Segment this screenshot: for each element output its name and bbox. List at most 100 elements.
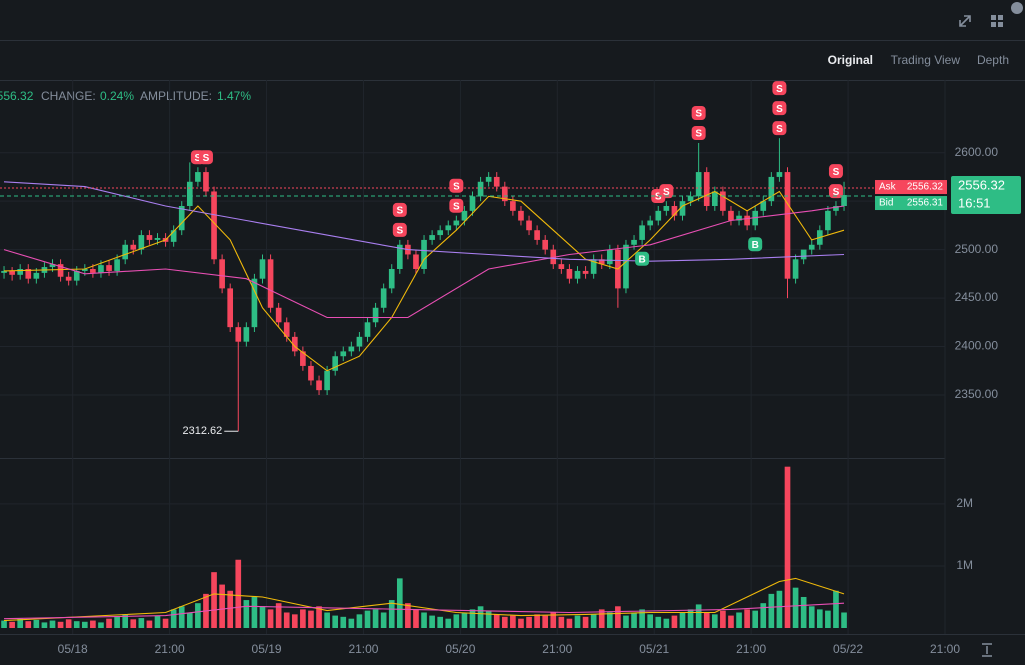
volume-bar [752, 610, 759, 628]
x-tick-label: 21:00 [155, 642, 185, 656]
tab-depth[interactable]: Depth [977, 53, 1009, 67]
trade-marker [635, 251, 650, 266]
volume-bar [744, 609, 750, 628]
volume-bar [195, 603, 201, 628]
x-tick-label: 05/19 [252, 642, 282, 656]
volume-bar [332, 615, 339, 628]
volume-bar [800, 596, 807, 628]
x-tick-label: 21:00 [348, 642, 378, 656]
ma-line [3, 602, 845, 620]
y-tick-label: 2400.00 [955, 339, 999, 353]
trade-marker [772, 121, 787, 136]
trade-marker-label: S [203, 153, 210, 164]
candle-body [582, 270, 589, 274]
y-tick-label: 2350.00 [955, 387, 999, 401]
stat-value: 0.24% [100, 89, 134, 103]
volume-bar [615, 606, 621, 628]
volume-bar [291, 614, 298, 628]
volume-bar [477, 606, 484, 628]
volume-bar [445, 618, 452, 628]
candle-body [90, 269, 96, 273]
tab-trading-view[interactable]: Trading View [891, 53, 961, 67]
candle-body [114, 259, 120, 271]
volume-bar [130, 619, 137, 628]
candle-body [235, 327, 242, 342]
trade-marker [828, 164, 843, 179]
candle-body [598, 259, 605, 265]
volume-bar [453, 614, 460, 628]
tab-original[interactable]: Original [828, 53, 873, 67]
ask-tag-label: Ask [879, 182, 897, 193]
trade-marker-label: S [776, 104, 783, 115]
candle-body [211, 191, 217, 260]
volume-bar [655, 616, 662, 628]
volume-bar [364, 610, 371, 628]
volume-bar [760, 603, 767, 628]
candle-body [744, 215, 750, 226]
price-tag-value: 2556.32 [958, 177, 1005, 192]
candle-body [348, 346, 355, 352]
volume-bar [49, 620, 56, 628]
volume-bar [574, 615, 581, 628]
volume-bar [380, 612, 387, 628]
trade-marker [392, 202, 407, 217]
trade-marker [772, 101, 787, 116]
volume-bar [372, 609, 379, 628]
trade-marker-label: S [663, 187, 670, 198]
candle-body [170, 230, 177, 242]
volume-bar [356, 614, 363, 628]
volume-bar [413, 609, 419, 628]
candle-body [768, 176, 775, 202]
candle-body [461, 210, 468, 221]
volume-bar [98, 622, 104, 628]
fullscreen-icon[interactable] [959, 15, 971, 27]
scale-icon[interactable] [982, 643, 992, 657]
candle-body [429, 235, 435, 240]
ma-line [3, 577, 845, 622]
volume-bar [623, 615, 629, 628]
trade-marker-label: S [776, 124, 783, 135]
price-tag [951, 176, 1021, 215]
y-tick-label: 2M [956, 496, 973, 510]
candle-body [300, 351, 306, 366]
trade-marker-label: S [695, 129, 702, 140]
volume-bar [348, 618, 355, 628]
candle-body [639, 225, 645, 240]
candle-body [138, 235, 145, 250]
candle-body [574, 270, 581, 279]
candle-body [631, 239, 637, 245]
volume-bar [138, 618, 145, 628]
volume-bar [324, 612, 330, 628]
volume-bar [679, 612, 686, 628]
bid-tag [875, 196, 947, 211]
candle-body [728, 210, 734, 221]
candle-body [130, 244, 137, 250]
candle-body [186, 181, 193, 206]
volume-bar [493, 614, 500, 628]
volume-bar [421, 612, 427, 628]
candle-body [259, 259, 266, 279]
price-tag-countdown: 16:51 [958, 195, 991, 210]
volume-bar [283, 612, 290, 628]
trade-marker [691, 126, 706, 140]
close-icon[interactable] [1011, 2, 1023, 14]
candle-body [542, 239, 549, 250]
candle-body [267, 259, 274, 308]
candle-body [558, 264, 565, 269]
layout-icon[interactable] [991, 15, 1003, 27]
candle-body [655, 210, 662, 221]
candle-body [57, 264, 64, 277]
candle-body [453, 220, 460, 226]
volume-bar [429, 615, 435, 628]
trade-marker-label: S [396, 206, 403, 217]
candle-body [324, 370, 330, 391]
candle-body [477, 181, 484, 197]
candle-body [73, 270, 80, 281]
volume-bar [687, 609, 694, 628]
volume-bar [776, 590, 783, 628]
volume-bar [485, 610, 492, 628]
volume-bar [825, 610, 831, 628]
x-tick-label: 05/20 [445, 642, 475, 656]
